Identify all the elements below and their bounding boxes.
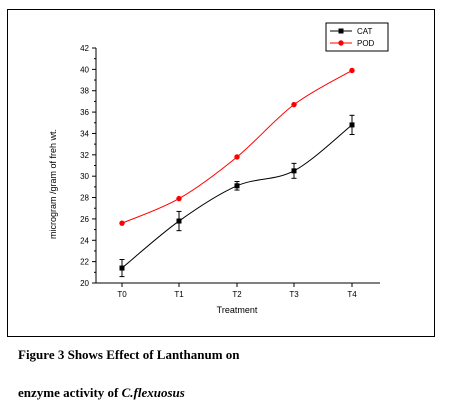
data-point-pod	[234, 154, 240, 160]
legend-marker-pod	[338, 40, 344, 46]
data-point-pod	[176, 195, 182, 202]
data-point-cat	[176, 218, 182, 224]
line-chart: 20 22 24 26 28 30 32 34 36 38 40 42 T0 T1 T2 T3 T4 micr…	[48, 22, 389, 315]
x-tick-label: T3	[289, 290, 299, 299]
y-tick-label: 20	[80, 279, 89, 288]
data-point-cat	[349, 122, 355, 128]
legend-label-cat: CAT	[357, 27, 373, 36]
data-point-pod	[349, 67, 355, 74]
y-axis-ticks: 20 22 24 26 28 30 32 34 36 38 40 42	[80, 44, 96, 288]
data-point-cat	[119, 265, 125, 271]
x-tick-label: T4	[347, 290, 357, 299]
y-tick-label: 22	[80, 258, 89, 267]
figure-caption-line2: enzyme activity of C.flexuosus	[18, 385, 185, 401]
series-pod	[119, 67, 355, 226]
legend-marker-cat	[338, 28, 344, 34]
series-line-cat	[121, 124, 353, 269]
legend-label-pod: POD	[357, 39, 375, 48]
y-tick-label: 28	[80, 194, 89, 203]
y-tick-label: 34	[80, 129, 89, 138]
y-tick-label: 42	[80, 44, 89, 53]
y-tick-label: 38	[80, 87, 89, 96]
x-axis-label: Treatment	[217, 305, 258, 315]
y-tick-label: 36	[80, 108, 89, 117]
y-tick-label: 32	[80, 151, 89, 160]
data-point-pod	[119, 220, 125, 226]
chart-legend: CAT POD	[325, 22, 389, 52]
y-tick-label: 40	[80, 65, 89, 74]
figure-caption-line1: Figure 3 Shows Effect of Lanthanum on	[18, 347, 240, 362]
x-axis-ticks: T0 T1 T2 T3 T4	[117, 283, 357, 299]
x-tick-label: T2	[232, 290, 242, 299]
caption-prefix: enzyme activity of	[18, 385, 122, 400]
y-tick-label: 24	[80, 236, 89, 245]
y-tick-label: 26	[80, 215, 89, 224]
chart-series	[119, 67, 355, 278]
x-tick-label: T0	[117, 290, 127, 299]
x-tick-label: T1	[174, 290, 184, 299]
legend-box	[325, 22, 389, 52]
series-line-pod	[121, 70, 353, 224]
y-tick-label: 30	[80, 172, 89, 181]
data-point-pod	[291, 101, 297, 108]
chart-axes	[95, 48, 380, 284]
series-cat	[119, 114, 355, 278]
data-point-cat	[234, 183, 240, 189]
chart-frame	[7, 9, 435, 337]
y-axis-label: microgram /gram of freh wt.	[48, 129, 58, 239]
caption-species: C.flexuosus	[121, 385, 185, 400]
data-point-cat	[291, 168, 297, 174]
